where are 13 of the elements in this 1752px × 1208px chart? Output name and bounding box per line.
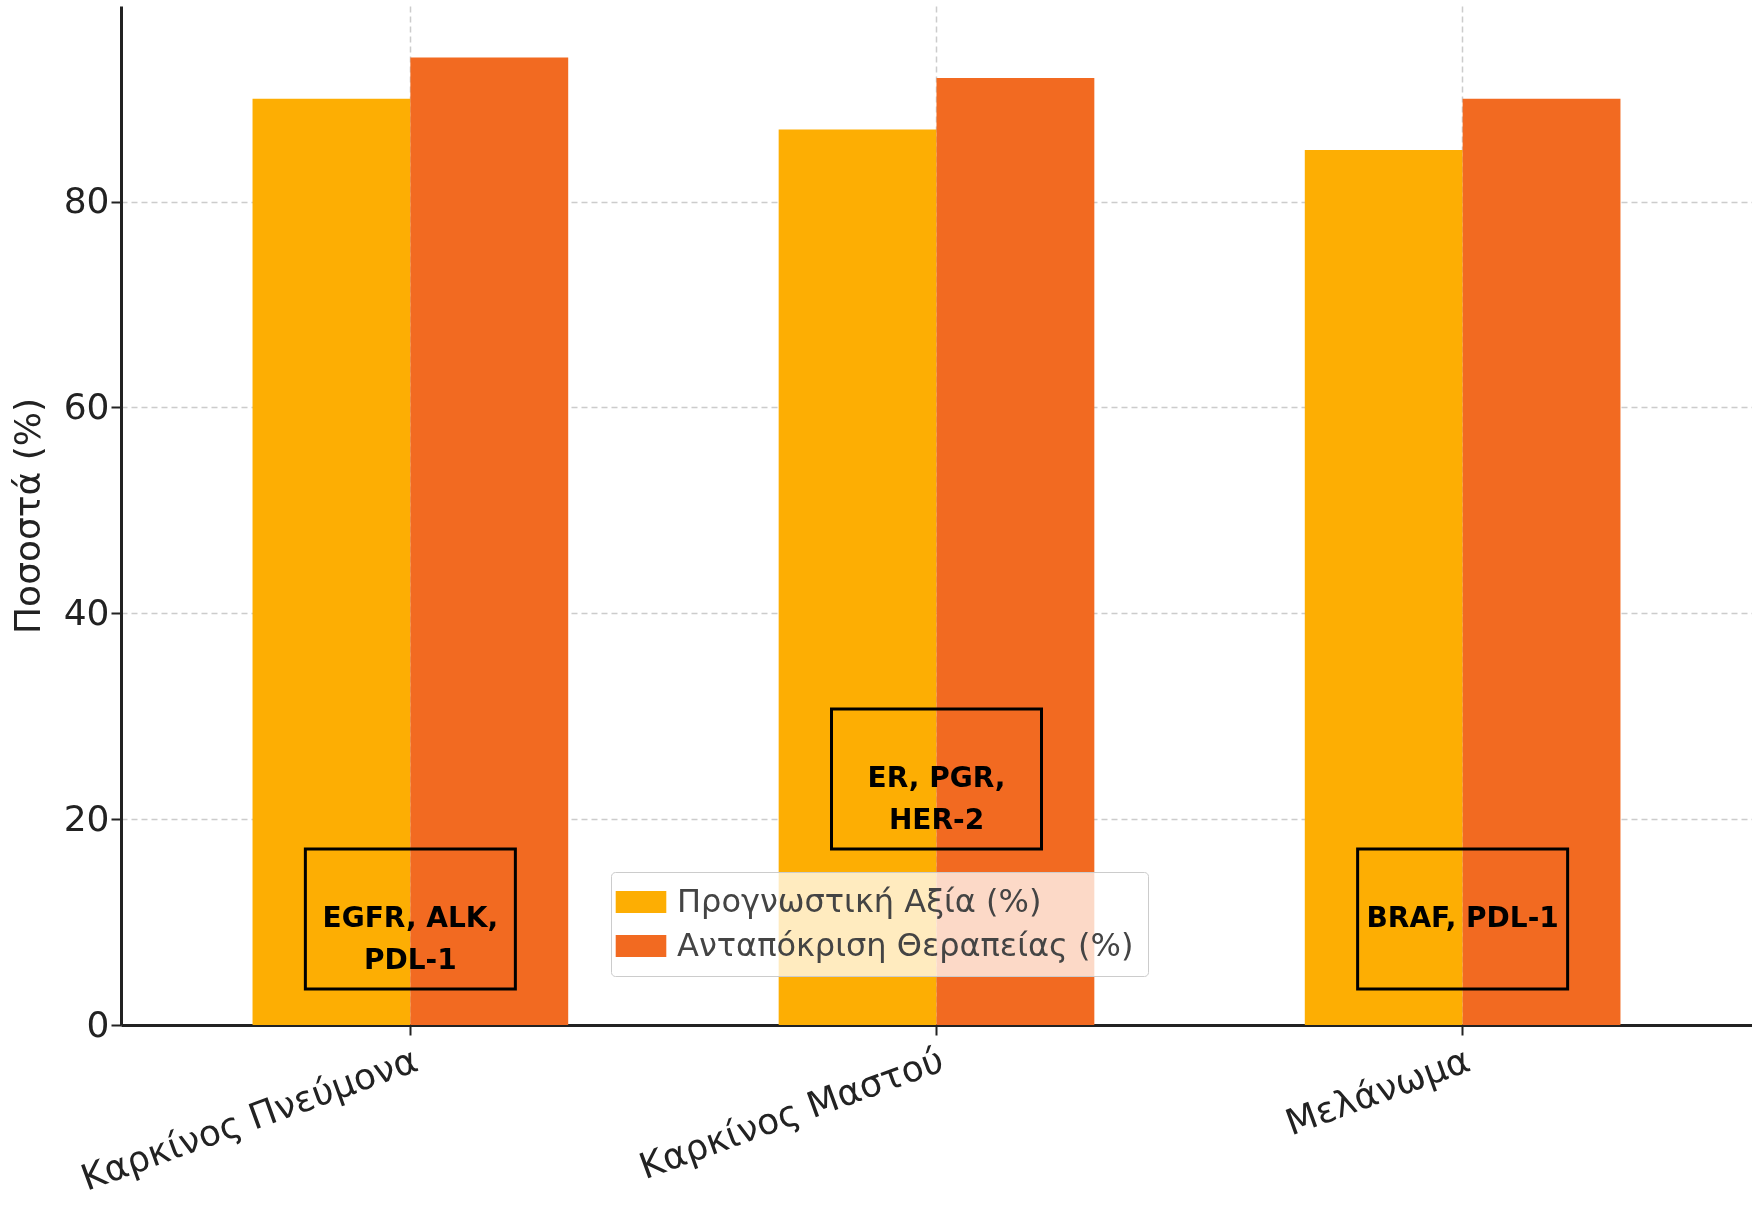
legend-label: Προγνωστική Αξία (%) [677,882,1042,920]
y-tick-label: 0 [86,1003,110,1045]
annotation: ER, PGR, HER-2 [867,761,1006,836]
y-axis-title: Ποσοστά (%) [6,398,48,634]
legend-label: Ανταπόκριση Θεραπείας (%) [677,926,1134,964]
y-tick-label: 40 [63,591,110,633]
y-tick-label: 60 [63,385,110,427]
y-tick-label: 80 [63,180,110,222]
bar [1304,150,1463,1025]
y-tick-label: 20 [63,797,110,839]
bar [1462,98,1621,1025]
annotation: EGFR, ALK, PDL-1 [322,900,499,976]
annotation: BRAF, PDL-1 [1366,900,1559,934]
